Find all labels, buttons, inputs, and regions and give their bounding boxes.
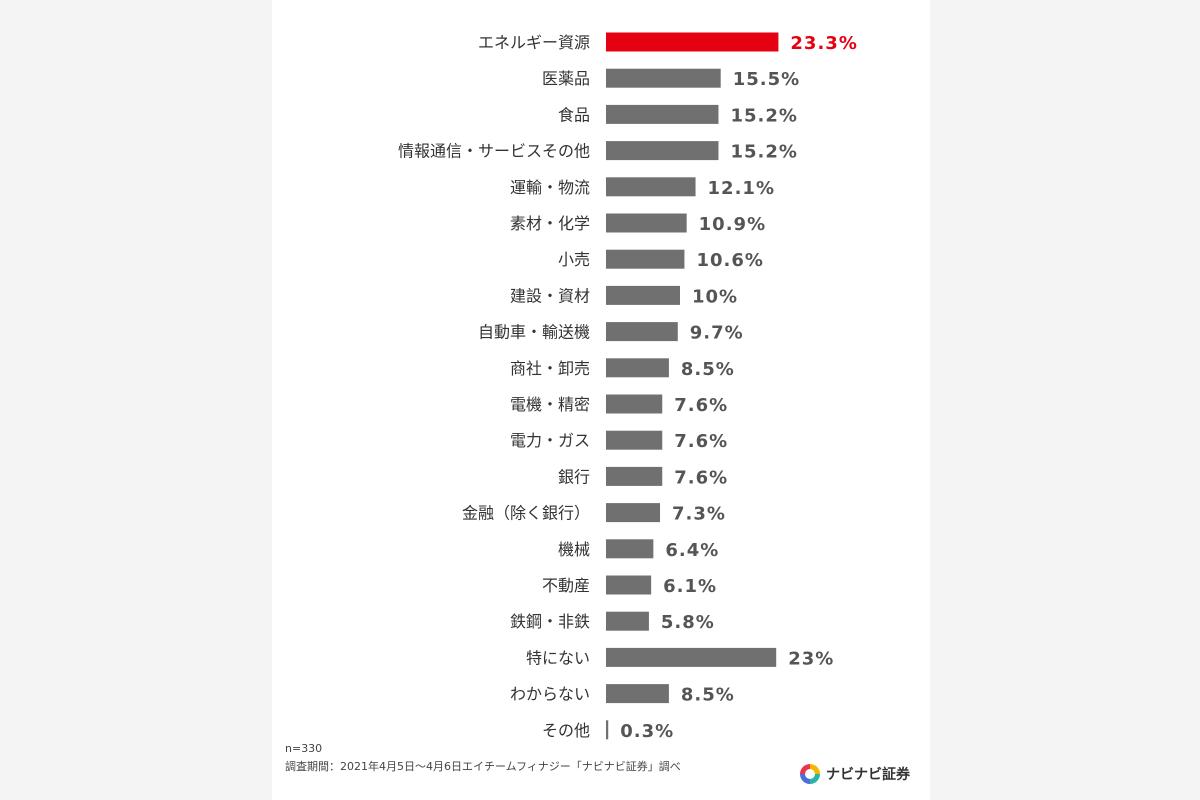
bar — [606, 430, 663, 450]
category-label: 特にない — [526, 648, 590, 667]
value-label: 15.2% — [730, 105, 797, 126]
value-label: 23% — [788, 648, 834, 669]
category-label: 銀行 — [558, 467, 590, 486]
value-label: 8.5% — [681, 359, 735, 380]
value-label: 15.5% — [733, 69, 800, 90]
category-label: 機械 — [558, 540, 590, 559]
value-label: 10.9% — [699, 214, 766, 235]
value-label: 8.5% — [681, 685, 735, 706]
category-label: 建設・資材 — [510, 286, 590, 305]
value-label: 10.6% — [696, 250, 763, 271]
bar — [606, 394, 663, 414]
bar — [606, 249, 685, 269]
bar — [606, 720, 609, 740]
bar — [606, 539, 654, 559]
value-label: 23.3% — [790, 33, 857, 54]
value-label: 15.2% — [730, 142, 797, 163]
bar — [606, 647, 777, 667]
bar — [606, 611, 649, 631]
bar-chart: エネルギー資源 23.3% 医薬品 15.5% 食品 15.2% 情報通信・サービスその他 1… — [398, 32, 857, 742]
category-label: 小売 — [558, 250, 590, 269]
category-label: 商社・卸売 — [510, 359, 590, 378]
value-label: 7.3% — [672, 504, 726, 525]
bar — [606, 358, 669, 378]
sample-size-note: n=330 — [285, 742, 323, 755]
bar — [606, 32, 779, 52]
category-label: 鉄鋼・非鉄 — [510, 612, 590, 631]
category-label: 自動車・輸送機 — [478, 323, 590, 342]
value-label: 12.1% — [708, 178, 775, 199]
chart-panel — [272, 0, 930, 800]
category-label: その他 — [542, 721, 590, 740]
category-label: 電力・ガス — [510, 431, 590, 450]
bar — [606, 141, 719, 161]
navinavi-logo-icon — [800, 764, 820, 784]
category-label: 食品 — [558, 105, 590, 124]
category-label: 電機・精密 — [510, 395, 590, 414]
value-label: 9.7% — [690, 323, 744, 344]
bar — [606, 575, 652, 595]
bar — [606, 466, 663, 486]
chart-footer: n=330 調査期間：2021年4月5日～4月6日エイチームフィナジー「ナビナビ… — [285, 740, 681, 776]
brand-logo-text: ナビナビ証券 — [826, 767, 910, 783]
bar — [606, 285, 680, 305]
bar — [606, 322, 678, 342]
category-label: 金融（除く銀行） — [462, 504, 590, 523]
bar — [606, 213, 687, 233]
bar — [606, 104, 719, 124]
category-label: エネルギー資源 — [478, 33, 590, 52]
bar — [606, 177, 696, 197]
category-label: 医薬品 — [542, 69, 590, 88]
bar — [606, 503, 661, 523]
value-label: 0.3% — [620, 721, 674, 742]
value-label: 10% — [692, 286, 738, 307]
bar — [606, 684, 669, 704]
value-label: 6.1% — [663, 576, 717, 597]
bar — [606, 68, 721, 88]
value-label: 5.8% — [661, 612, 715, 633]
category-label: 不動産 — [542, 576, 590, 595]
category-label: 情報通信・サービスその他 — [398, 142, 590, 161]
value-label: 7.6% — [674, 467, 728, 488]
value-label: 6.4% — [665, 540, 719, 561]
value-label: 7.6% — [674, 395, 728, 416]
category-label: わからない — [510, 685, 590, 704]
survey-source-note: 調査期間：2021年4月5日～4月6日エイチームフィナジー「ナビナビ証券」調べ — [285, 760, 681, 773]
category-label: 素材・化学 — [510, 214, 590, 233]
value-label: 7.6% — [674, 431, 728, 452]
category-label: 運輸・物流 — [510, 178, 590, 197]
brand-logo: ナビナビ証券 — [800, 762, 910, 786]
